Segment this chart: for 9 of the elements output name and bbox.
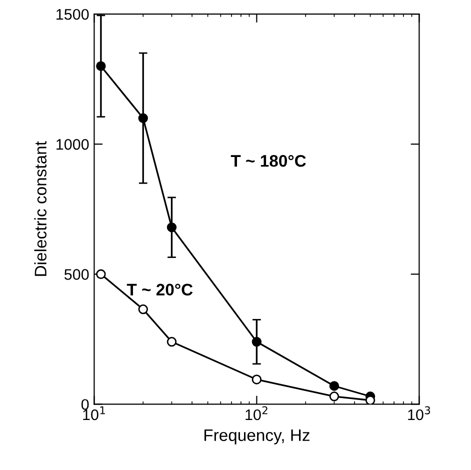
y-tick-label: 1000 xyxy=(56,139,89,150)
annotation: T ~ 180°C xyxy=(230,155,306,167)
x-tick-label: 10$^{3}$ xyxy=(408,406,430,420)
y-tick-label: 500 xyxy=(64,269,89,280)
y-axis-title: Dielectric constant xyxy=(34,141,47,276)
x-tick-label: 10$^{2}$ xyxy=(246,406,268,420)
y-tick-label: 1500 xyxy=(56,8,89,20)
annotation: T ~ 20°C xyxy=(126,284,193,296)
x-axis-title: Frequency, Hz xyxy=(204,429,310,444)
